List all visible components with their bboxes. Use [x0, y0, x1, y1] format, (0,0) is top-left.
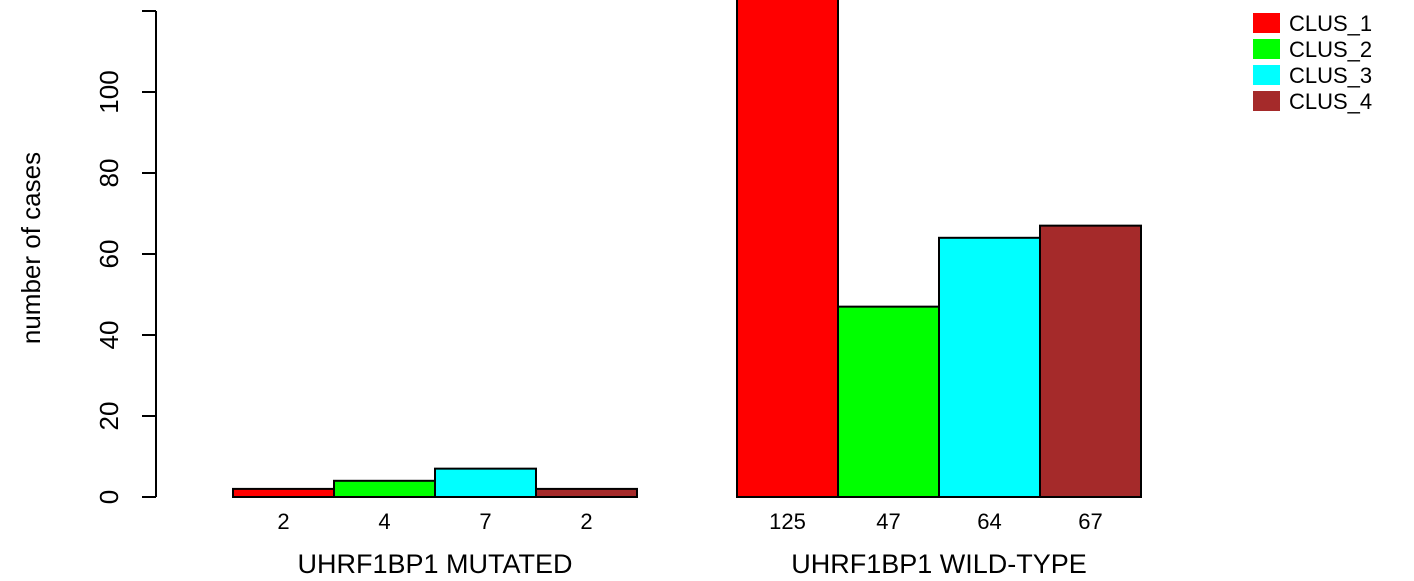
y-tick-label: 80	[94, 159, 124, 188]
group-label: UHRF1BP1 MUTATED	[297, 549, 572, 579]
group-labels: UHRF1BP1 MUTATED UHRF1BP1 WILD-TYPE	[297, 549, 1086, 579]
bar	[736, 0, 839, 498]
bars	[232, 0, 1142, 499]
bar	[837, 305, 940, 498]
legend-label: CLUS_2	[1289, 37, 1372, 62]
y-tick-label: 60	[94, 240, 124, 269]
bar-value-label: 2	[277, 509, 289, 534]
legend-swatch	[1253, 91, 1280, 111]
bar-value-labels: 2 4 7 2 125 47 64 67	[277, 509, 1102, 534]
bar-value-label: 64	[977, 509, 1001, 534]
y-axis: 0 20 40 60 80 100 number of cases	[16, 10, 157, 504]
bar-value-label: 4	[378, 509, 390, 534]
bar	[535, 487, 638, 498]
bar-value-label: 125	[769, 509, 806, 534]
bar-value-label: 2	[580, 509, 592, 534]
bar	[333, 479, 436, 498]
bar-value-label: 47	[876, 509, 900, 534]
legend-swatch	[1253, 13, 1280, 33]
y-tick-label: 20	[94, 402, 124, 431]
legend-swatch	[1253, 39, 1280, 59]
y-tick-label: 0	[94, 490, 124, 504]
bar-value-label: 67	[1078, 509, 1102, 534]
y-ticks: 0 20 40 60 80 100	[94, 10, 156, 504]
bar	[938, 236, 1041, 499]
y-tick-label: 100	[94, 70, 124, 113]
bar	[232, 487, 335, 498]
legend-label: CLUS_1	[1289, 11, 1372, 36]
legend-swatch	[1253, 65, 1280, 85]
bar	[434, 467, 537, 498]
bar-value-label: 7	[479, 509, 491, 534]
y-tick-label: 40	[94, 321, 124, 350]
y-axis-title: number of cases	[16, 152, 46, 344]
legend-label: CLUS_3	[1289, 63, 1372, 88]
legend-label: CLUS_4	[1289, 89, 1372, 114]
group-label: UHRF1BP1 WILD-TYPE	[791, 549, 1087, 579]
bar	[1039, 224, 1142, 498]
